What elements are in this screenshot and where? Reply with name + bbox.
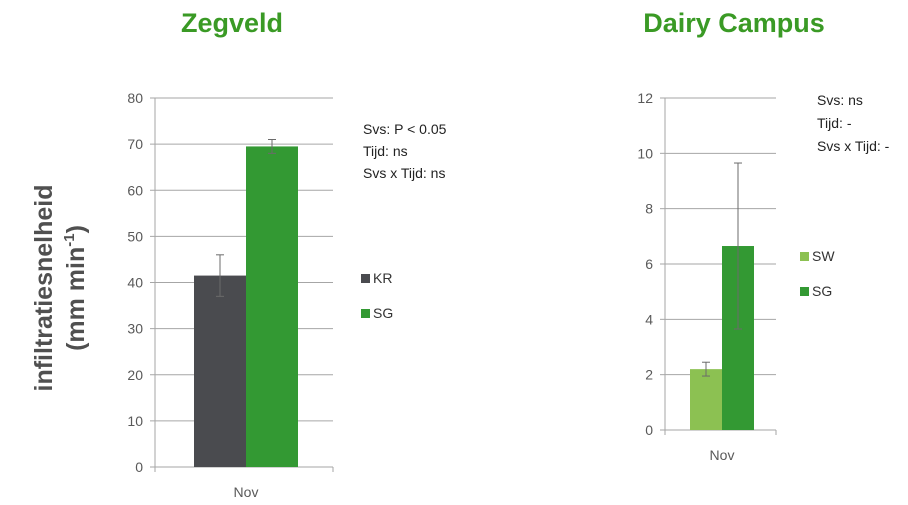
stat-annotation: Svs: ns <box>817 92 863 108</box>
stat-annotation: Svs x Tijd: ns <box>363 165 445 181</box>
legend-label-kr: KR <box>373 270 392 286</box>
y-axis-label-line2: (mm min-1) <box>61 225 90 351</box>
legend-swatch-sw <box>800 252 809 261</box>
y-tick-label: 30 <box>127 321 143 337</box>
y-tick-label: 4 <box>645 311 653 327</box>
y-tick-label: 70 <box>127 136 143 152</box>
y-axis-label-close: ) <box>62 225 90 233</box>
y-tick-label: 12 <box>637 90 653 106</box>
y-axis-label-superscript: -1 <box>61 233 78 246</box>
x-tick-label: Nov <box>710 447 735 463</box>
chart-zegveld: Zegveld 0 10 20 30 40 50 60 70 80 KR SG Nov Svs: P < … <box>127 8 446 500</box>
legend-swatch-sg <box>361 309 370 318</box>
y-tick-label: 50 <box>127 228 143 244</box>
y-tick-label: 80 <box>127 90 143 106</box>
x-tick-label: Nov <box>234 484 259 500</box>
y-tick-label: 60 <box>127 182 143 198</box>
y-tick-label: 2 <box>645 367 653 383</box>
stat-annotation: Tijd: ns <box>363 143 408 159</box>
y-tick-label: 40 <box>127 275 143 291</box>
legend-swatch-kr <box>361 274 370 283</box>
y-axis-label: infiltratiesnelheid (mm min-1) <box>30 185 90 392</box>
y-tick-label: 0 <box>645 422 653 438</box>
legend-label-sw: SW <box>812 248 835 264</box>
chart-title: Zegveld <box>181 8 283 38</box>
legend-label-sg: SG <box>812 283 832 299</box>
bar-sw <box>690 369 722 430</box>
stat-annotation: Tijd: - <box>817 115 852 131</box>
y-tick-label: 10 <box>127 413 143 429</box>
y-axis-label-line1: infiltratiesnelheid <box>30 185 58 392</box>
stat-annotation: Svs: P < 0.05 <box>363 121 447 137</box>
stat-annotation: Svs x Tijd: - <box>817 138 890 154</box>
y-axis-label-unit: (mm min <box>62 247 90 351</box>
bar-sg <box>246 146 298 467</box>
legend-swatch-sg <box>800 287 809 296</box>
legend-label-sg: SG <box>373 305 393 321</box>
y-tick-label: 8 <box>645 201 653 217</box>
chart-title: Dairy Campus <box>643 8 825 38</box>
y-tick-label: 20 <box>127 367 143 383</box>
y-tick-label: 10 <box>637 145 653 161</box>
y-tick-label: 6 <box>645 256 653 272</box>
chart-dairy-campus: Dairy Campus 0 2 4 6 8 10 12 SW SG Nov Svs: ns Tijd:… <box>637 8 889 463</box>
bar-kr <box>194 275 246 467</box>
y-tick-label: 0 <box>135 459 143 475</box>
